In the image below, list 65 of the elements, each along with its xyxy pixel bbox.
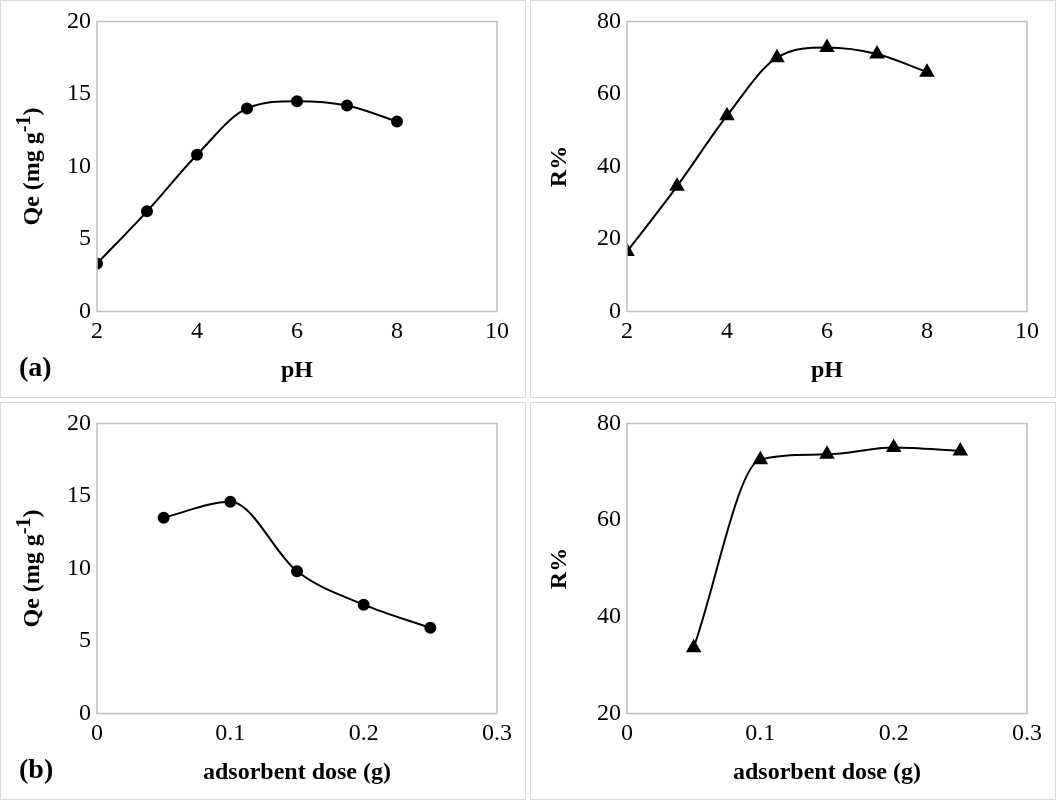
- x-tick-label: 10: [1015, 317, 1039, 344]
- point: [886, 439, 901, 453]
- point: [191, 148, 203, 161]
- point: [686, 639, 701, 653]
- y-tick-label: 10: [67, 151, 91, 178]
- x-tick-label: 2: [91, 317, 103, 344]
- y-axis-title: R%: [545, 145, 573, 187]
- x-tick-label: 0.3: [1012, 719, 1042, 746]
- x-tick-label: 4: [191, 317, 203, 344]
- y-tick-label: 20: [597, 698, 621, 725]
- y-tick-label: 0: [79, 296, 91, 323]
- point: [141, 205, 153, 218]
- point: [391, 115, 403, 128]
- y-tick-label: 60: [597, 505, 621, 532]
- x-tick-label: 0.2: [878, 719, 909, 746]
- point: [769, 49, 785, 63]
- point: [291, 95, 303, 108]
- text: (a): [19, 351, 52, 383]
- point: [819, 39, 835, 52]
- point: [341, 99, 353, 112]
- x-tick-label: 0.1: [745, 719, 776, 746]
- point: [719, 107, 735, 121]
- x-axis-title: adsorbent dose (g): [202, 757, 392, 784]
- y-tick-label: 20: [67, 408, 91, 435]
- y-tick-label: 10: [67, 553, 91, 580]
- y-tick-label: 40: [597, 151, 621, 178]
- x-tick-label: 10: [485, 317, 509, 344]
- point: [869, 46, 885, 59]
- point: [819, 446, 835, 459]
- y-tick-label: 5: [79, 224, 91, 251]
- y-tick-label: 40: [597, 602, 621, 629]
- x-tick-label: 4: [721, 317, 733, 344]
- y-tick-label: 60: [597, 79, 621, 106]
- point: [241, 102, 253, 115]
- point: [291, 565, 303, 578]
- y-tick-label: 80: [597, 408, 621, 435]
- y-tick-label: 15: [67, 79, 91, 106]
- x-tick-label: 6: [821, 317, 833, 344]
- point: [953, 442, 968, 456]
- y-tick-label: 0: [609, 296, 621, 323]
- x-tick-label: 8: [391, 317, 403, 344]
- x-axis-title: pH: [280, 355, 314, 382]
- point: [753, 451, 768, 465]
- point: [224, 495, 237, 508]
- point: [669, 178, 685, 191]
- x-tick-label: 0.3: [482, 719, 512, 746]
- y-axis-title: R%: [545, 547, 573, 589]
- x-tick-label: 6: [291, 317, 303, 344]
- x-tick-label: 0.1: [215, 719, 246, 746]
- x-tick-label: 0.2: [348, 719, 379, 746]
- point: [424, 621, 437, 634]
- text: (b): [19, 753, 54, 785]
- y-tick-label: 20: [67, 6, 91, 33]
- point: [157, 511, 170, 524]
- x-axis-title: adsorbent dose (g): [732, 757, 922, 784]
- point: [357, 598, 370, 611]
- point: [919, 64, 935, 77]
- y-tick-label: 5: [79, 626, 91, 653]
- x-tick-label: 8: [921, 317, 933, 344]
- y-tick-label: 20: [597, 224, 621, 251]
- y-tick-label: 80: [597, 6, 621, 33]
- x-axis-title: pH: [810, 355, 844, 382]
- x-tick-label: 2: [621, 317, 633, 344]
- y-tick-label: 0: [79, 698, 91, 725]
- y-tick-label: 15: [67, 481, 91, 508]
